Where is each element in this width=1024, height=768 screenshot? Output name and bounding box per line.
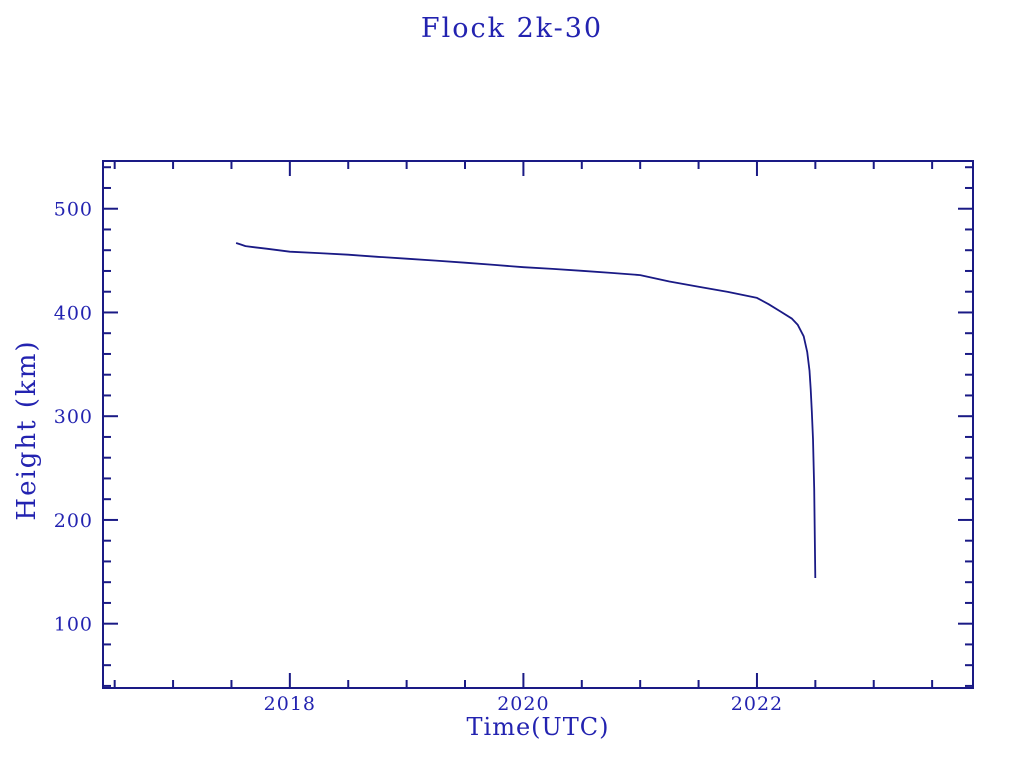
- x-axis-title: Time(UTC): [466, 713, 610, 741]
- plot-frame: [102, 160, 974, 689]
- y-tick-label: 400: [54, 302, 93, 324]
- chart-title: Flock 2k-30: [420, 13, 604, 44]
- y-tick-label: 500: [54, 199, 93, 221]
- y-tick-label: 100: [54, 614, 93, 636]
- x-tick-label: 2018: [264, 693, 316, 715]
- y-tick-label: 200: [54, 510, 93, 532]
- y-tick-label: 300: [54, 406, 93, 428]
- x-tick-label: 2020: [497, 693, 549, 715]
- x-tick-label: 2022: [731, 693, 783, 715]
- height-decay-curve: [235, 242, 817, 579]
